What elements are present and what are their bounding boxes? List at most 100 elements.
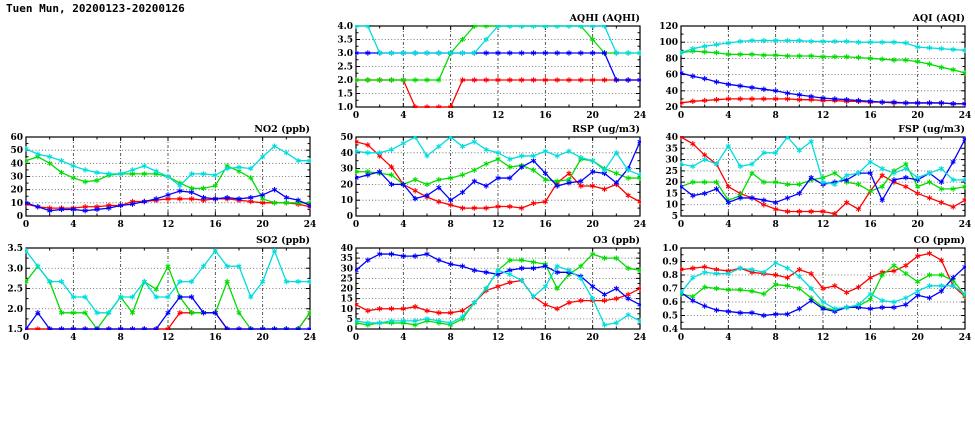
panel-so2: SO2 (ppb) 1.5 2.0 2.5 3.0 3.5 0 4 8 12 16 20 24: [0, 232, 320, 347]
series-day3: [25, 186, 311, 214]
y-tick-label: 20: [340, 285, 353, 295]
y-tick-label: 0: [17, 212, 23, 222]
x-tick-label: 16: [209, 333, 222, 343]
x-tick-label: 16: [539, 220, 552, 230]
x-tick-label: 8: [773, 220, 779, 230]
x-tick-label: 0: [678, 333, 684, 343]
x-tick-label: 16: [864, 220, 877, 230]
series-day4: [25, 248, 311, 316]
y-tick-label: 2.5: [7, 285, 23, 295]
y-tick-label: 25: [340, 274, 353, 284]
y-tick-label: 20: [665, 178, 678, 188]
x-tick-label: 24: [634, 220, 647, 230]
x-tick-label: 0: [353, 111, 359, 121]
y-tick-label: 0.6: [662, 298, 678, 308]
y-tick-label: 0.9: [662, 258, 678, 268]
x-tick-label: 12: [162, 333, 175, 343]
x-tick-label: 4: [400, 111, 406, 121]
series-day4: [355, 136, 641, 178]
x-tick-label: 24: [959, 111, 972, 121]
x-tick-label: 12: [492, 220, 505, 230]
y-tick-label: 25: [665, 167, 678, 177]
series-day4: [25, 143, 311, 189]
y-tick-label: 40: [665, 133, 678, 143]
y-tick-label: 40: [340, 244, 353, 254]
x-tick-label: 8: [118, 220, 124, 230]
x-tick-label: 8: [773, 111, 779, 121]
y-tick-label: 1.0: [662, 244, 678, 254]
y-tick-label: 3.5: [337, 36, 353, 46]
panel-fsp: FSP (ug/m3) 5 10 15 20 25 30 35 40 0 4 8 12 16 20 24: [655, 121, 975, 234]
y-tick-label: 40: [340, 149, 353, 159]
panel-title: CO (ppm): [914, 235, 965, 246]
x-tick-label: 24: [634, 111, 647, 121]
y-tick-label: 0.8: [662, 271, 678, 281]
y-tick-label: 2.0: [7, 305, 23, 315]
y-tick-label: 2.0: [337, 76, 353, 86]
y-tick-label: 5: [672, 212, 678, 222]
y-tick-label: 1.0: [337, 103, 353, 113]
y-tick-label: 50: [340, 133, 353, 143]
y-tick-label: 0: [347, 325, 353, 335]
y-tick-label: 40: [665, 87, 678, 97]
x-tick-label: 8: [773, 333, 779, 343]
y-tick-label: 20: [10, 186, 23, 196]
y-tick-label: 30: [10, 173, 23, 183]
y-tick-label: 1.5: [7, 325, 23, 335]
y-tick-label: 40: [10, 159, 23, 169]
series-day3: [680, 264, 966, 319]
panel-aqi: AQI (AQI) 20 40 60 80 100 120 0 4 8 12 16 20 24: [655, 10, 975, 125]
x-tick-label: 12: [492, 333, 505, 343]
x-tick-label: 24: [959, 220, 972, 230]
panel-title: FSP (ug/m3): [898, 124, 965, 135]
x-tick-label: 4: [725, 333, 731, 343]
panel-title: AQI (AQI): [912, 13, 965, 24]
y-tick-label: 3.5: [7, 244, 23, 254]
page-title: Tuen Mun, 20200123-20200126: [6, 2, 185, 15]
x-tick-label: 20: [911, 111, 924, 121]
y-tick-label: 30: [340, 264, 353, 274]
x-tick-label: 0: [23, 333, 29, 343]
x-tick-label: 8: [118, 333, 124, 343]
y-tick-label: 10: [340, 305, 353, 315]
x-tick-label: 8: [448, 220, 454, 230]
y-tick-label: 0.7: [662, 285, 678, 295]
x-tick-label: 4: [400, 333, 406, 343]
x-tick-label: 16: [209, 220, 222, 230]
x-tick-label: 20: [586, 333, 599, 343]
panel-co: CO (ppm) 0.4 0.5 0.6 0.7 0.8 0.9 1.0 0 4 8 12 16 20 24: [655, 232, 975, 347]
x-tick-label: 24: [304, 333, 317, 343]
y-tick-label: 60: [10, 133, 23, 143]
y-tick-label: 5: [347, 315, 353, 325]
y-tick-label: 0.5: [662, 312, 678, 322]
x-tick-label: 12: [492, 111, 505, 121]
x-tick-label: 16: [539, 111, 552, 121]
x-tick-label: 4: [725, 220, 731, 230]
y-tick-label: 50: [10, 146, 23, 156]
series-day4: [355, 263, 641, 328]
panel-o3: O3 (ppb) 0 5 10 15 20 25 30 35 40 0 4 8 12 16 20 24: [330, 232, 650, 347]
y-tick-label: 15: [665, 189, 678, 199]
x-tick-label: 12: [817, 111, 830, 121]
series-day3: [25, 294, 311, 330]
y-tick-label: 3.0: [337, 49, 353, 59]
x-tick-label: 20: [256, 220, 269, 230]
x-tick-label: 4: [70, 333, 76, 343]
y-tick-label: 10: [10, 199, 23, 209]
x-tick-label: 4: [400, 220, 406, 230]
series-day2: [680, 48, 966, 76]
x-tick-label: 20: [586, 111, 599, 121]
y-tick-label: 0.4: [662, 325, 678, 335]
y-tick-label: 15: [340, 295, 353, 305]
panel-title: SO2 (ppb): [256, 235, 310, 246]
y-tick-label: 30: [340, 165, 353, 175]
x-tick-label: 20: [586, 220, 599, 230]
y-tick-label: 1.5: [337, 90, 353, 100]
x-tick-label: 8: [448, 333, 454, 343]
x-tick-label: 12: [162, 220, 175, 230]
x-tick-label: 20: [256, 333, 269, 343]
x-tick-label: 12: [817, 333, 830, 343]
y-tick-label: 30: [665, 156, 678, 166]
panel-title: AQHI (AQHI): [569, 13, 640, 24]
y-tick-label: 35: [340, 254, 353, 264]
